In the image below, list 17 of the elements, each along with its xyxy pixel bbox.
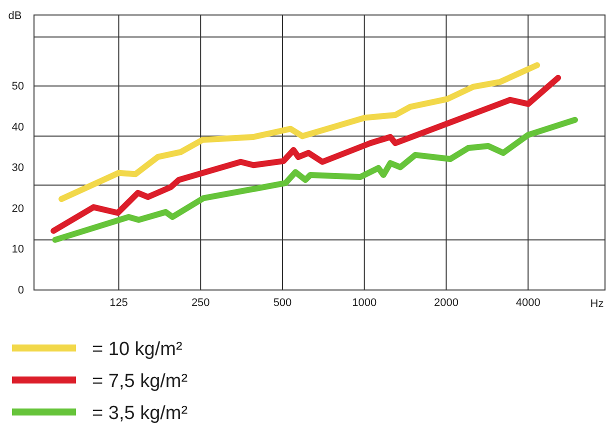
x-tick-label: 4000: [516, 296, 540, 309]
y-tick-label: 30: [12, 162, 24, 174]
legend-label: = 3,5 kg/m²: [92, 403, 188, 424]
y-tick-label: 40: [12, 121, 24, 134]
x-tick-label: 250: [191, 296, 210, 309]
y-tick-label: 0: [18, 284, 24, 297]
y-axis-title: dB: [8, 10, 22, 22]
x-tick-label: 500: [273, 296, 292, 309]
y-tick-label: 20: [12, 202, 24, 215]
x-axis-title: Hz: [590, 298, 604, 310]
legend-label: = 10 kg/m²: [92, 339, 182, 360]
x-tick-label: 1000: [352, 296, 377, 309]
y-tick-label: 10: [12, 244, 24, 256]
y-tick-label: 50: [12, 80, 24, 93]
x-tick-label: 2000: [434, 296, 458, 309]
legend-label: = 7,5 kg/m²: [92, 371, 188, 392]
x-tick-label: 125: [110, 296, 128, 309]
